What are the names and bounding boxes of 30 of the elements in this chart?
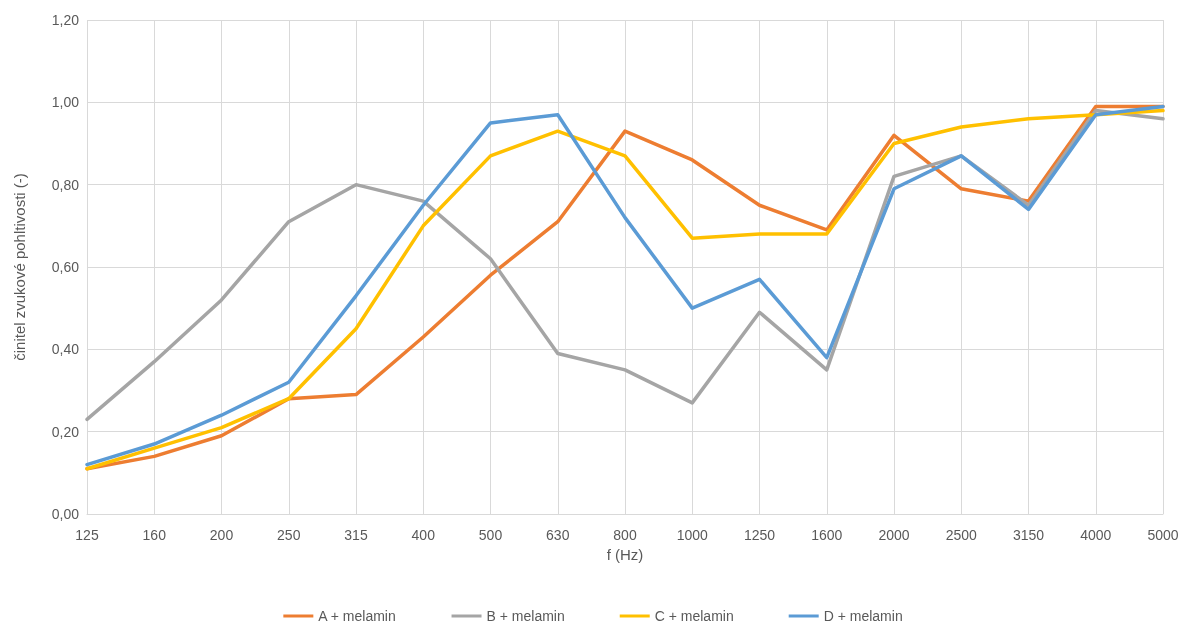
legend-label: C + melamin [654,608,734,624]
x-axis-title: f (Hz) [606,545,644,563]
legend-label: B + melamin [486,608,565,624]
x-tick-label: 800 [613,527,637,543]
y-tick-label: 0,00 [51,506,80,522]
x-tick-label: 3150 [1012,527,1045,543]
y-tick-label: 0,40 [51,341,80,358]
y-tick-label: 0,80 [51,176,80,193]
legend-label: D + melamin [823,608,903,624]
x-tick-label: 4000 [1080,527,1112,543]
x-tick-label: 1000 [676,527,709,543]
x-tick-label: 1250 [743,527,776,543]
legend-label: A + melamin [318,608,396,624]
y-axis-title: činitel zvukové pohltivosti (-) [11,173,28,361]
x-tick-label: 315 [344,527,368,543]
y-tick-label: 0,20 [51,423,80,440]
x-tick-label: 125 [75,527,99,543]
x-tick-label: 630 [546,527,570,543]
x-tick-label: 5000 [1147,527,1179,543]
y-tick-label: 0,60 [51,259,80,275]
x-tick-label: 1600 [811,527,843,543]
x-tick-label: 2000 [878,527,910,543]
x-tick-label: 2500 [945,527,978,543]
x-tick-label: 250 [277,527,301,543]
x-tick-label: 400 [411,527,436,543]
x-tick-label: 200 [209,527,234,543]
x-tick-label: 500 [478,527,503,543]
y-tick-label: 1,20 [51,12,80,28]
y-tick-label: 1,00 [51,94,80,111]
x-tick-label: 160 [142,527,167,543]
